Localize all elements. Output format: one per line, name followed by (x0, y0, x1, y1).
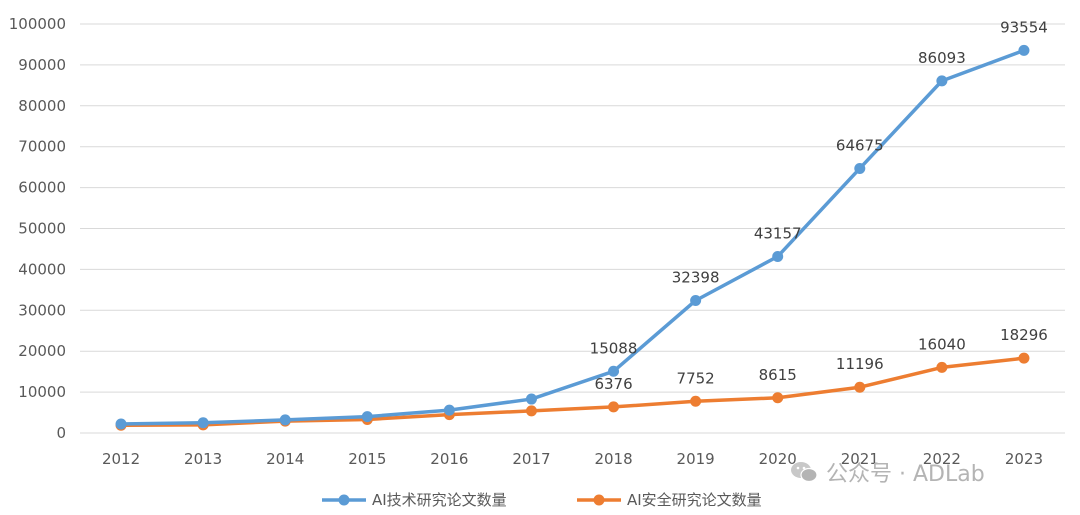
series-line-0 (119, 48, 1026, 426)
x-tick-label: 2023 (1005, 450, 1043, 468)
data-label: 11196 (836, 355, 884, 373)
x-tick-label: 2015 (348, 450, 386, 468)
data-point (690, 294, 702, 306)
data-label: 7752 (677, 369, 715, 387)
data-point (525, 393, 537, 405)
legend-marker (593, 494, 605, 506)
data-point (1018, 44, 1030, 56)
data-point (854, 162, 866, 174)
data-label: 93554 (1000, 18, 1048, 36)
y-tick-label: 40000 (18, 260, 66, 278)
data-point (854, 381, 866, 393)
data-label: 16040 (918, 335, 966, 353)
y-tick-label: 60000 (18, 179, 66, 197)
x-tick-label: 2021 (841, 450, 879, 468)
data-point (197, 417, 209, 429)
data-point (772, 392, 784, 404)
y-tick-label: 0 (56, 424, 66, 442)
data-label: 43157 (754, 224, 802, 242)
data-point (279, 414, 291, 426)
legend-label: AI安全研究论文数量 (627, 491, 762, 509)
data-point (525, 405, 537, 417)
x-tick-label: 2017 (512, 450, 550, 468)
y-tick-label: 10000 (18, 383, 66, 401)
x-tick-label: 2014 (266, 450, 304, 468)
x-tick-label: 2020 (759, 450, 797, 468)
data-point (1018, 352, 1030, 364)
legend: AI技术研究论文数量 AI安全研究论文数量 (322, 491, 762, 509)
x-axis: 2012 2013 2014 2015 2016 2017 2018 2019 2020 2021… (80, 432, 1065, 468)
legend-marker (338, 494, 350, 506)
y-tick-label: 70000 (18, 138, 66, 156)
data-point (115, 418, 127, 430)
grid-lines (80, 23, 1065, 393)
data-label: 32398 (672, 268, 720, 286)
y-tick-label: 30000 (18, 301, 66, 319)
data-label: 8615 (759, 366, 797, 384)
data-label: 64675 (836, 136, 884, 154)
data-point (443, 404, 455, 416)
data-point (690, 395, 702, 407)
x-tick-label: 2013 (184, 450, 222, 468)
wechat-icon (791, 462, 818, 483)
watermark-text: 公众号 · ADLab (826, 462, 985, 487)
data-point (936, 361, 948, 373)
data-point (608, 401, 620, 413)
data-point (608, 365, 620, 377)
x-tick-label: 2019 (677, 450, 715, 468)
data-label: 6376 (594, 375, 632, 393)
legend-label: AI技术研究论文数量 (372, 491, 507, 509)
y-tick-label: 20000 (18, 342, 66, 360)
data-labels: 15088 32398 43157 64675 86093 93554 6376 7752 86… (590, 18, 1048, 393)
y-axis: 0 10000 20000 30000 40000 50000 60000 70000 8000… (9, 15, 66, 442)
y-tick-label: 100000 (9, 15, 66, 33)
series-layer (115, 44, 1030, 431)
x-tick-label: 2016 (430, 450, 468, 468)
data-label: 15088 (590, 339, 638, 357)
data-label: 18296 (1000, 326, 1048, 344)
data-point (936, 75, 948, 87)
y-tick-label: 90000 (18, 56, 66, 74)
watermark: 公众号 · ADLab (790, 455, 985, 489)
x-tick-label: 2012 (102, 450, 140, 468)
data-point (361, 411, 373, 423)
y-tick-label: 80000 (18, 97, 66, 115)
x-tick-label: 2018 (594, 450, 632, 468)
y-tick-label: 50000 (18, 220, 66, 238)
data-label: 86093 (918, 49, 966, 67)
x-tick-label: 2022 (923, 450, 961, 468)
data-point (772, 250, 784, 262)
